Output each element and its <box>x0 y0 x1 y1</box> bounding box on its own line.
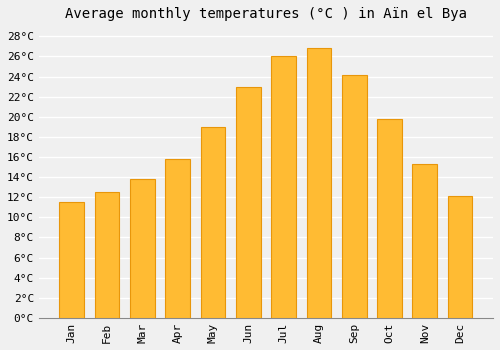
Title: Average monthly temperatures (°C ) in Aïn el Bya: Average monthly temperatures (°C ) in Aï… <box>65 7 467 21</box>
Bar <box>377 119 402 318</box>
Bar <box>236 86 260 318</box>
Bar <box>200 127 226 318</box>
Bar <box>271 56 296 318</box>
Bar <box>306 48 331 318</box>
Bar <box>130 179 155 318</box>
Bar <box>342 75 366 318</box>
Bar <box>448 196 472 318</box>
Bar <box>166 159 190 318</box>
Bar <box>412 164 437 318</box>
Bar <box>94 192 120 318</box>
Bar <box>60 202 84 318</box>
